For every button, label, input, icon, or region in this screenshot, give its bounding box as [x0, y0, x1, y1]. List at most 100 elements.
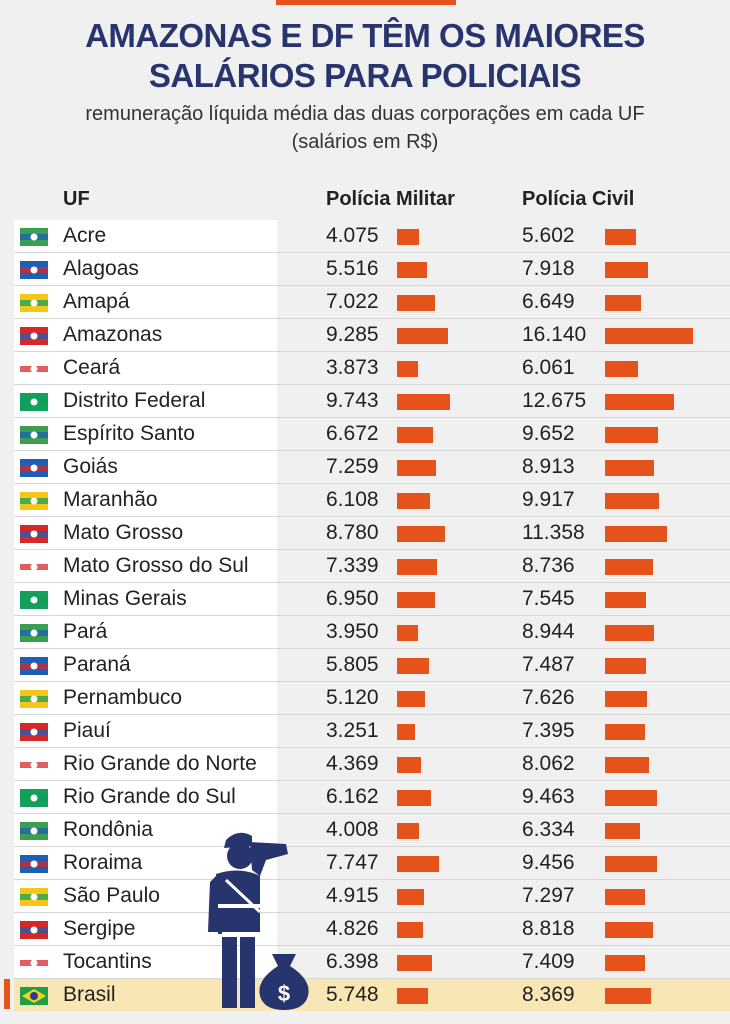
state-flag-icon [20, 261, 48, 279]
pc-value-label: 7.487 [522, 653, 575, 676]
state-flag-icon [20, 657, 48, 675]
pc-bar [605, 394, 674, 410]
pc-value-label: 8.062 [522, 752, 575, 775]
pc-value-label: 5.602 [522, 224, 575, 247]
pm-value-label: 7.339 [326, 554, 379, 577]
pc-value-label: 9.652 [522, 422, 575, 445]
table-row: São Paulo 4.915 7.297 [14, 880, 730, 913]
row-background [14, 451, 277, 483]
pc-bar [605, 592, 646, 608]
row-background [14, 616, 277, 648]
uf-name: Roraima [63, 851, 143, 874]
top-accent-bar [276, 0, 456, 5]
pc-bar [605, 724, 645, 740]
pc-bar [605, 823, 640, 839]
uf-name: Paraná [63, 653, 131, 676]
pc-bar [605, 427, 658, 443]
uf-name: Tocantins [63, 950, 152, 973]
pm-value-label: 6.108 [326, 488, 379, 511]
table-row: Amazonas 9.285 16.140 [14, 319, 730, 352]
pm-bar [397, 823, 419, 839]
state-flag-icon [20, 492, 48, 510]
uf-name: Piauí [63, 719, 111, 742]
uf-name: Sergipe [63, 917, 136, 940]
pm-bar [397, 262, 427, 278]
pc-value-label: 8.369 [522, 983, 575, 1006]
uf-name: Pará [63, 620, 108, 643]
table-row: Piauí 3.251 7.395 [14, 715, 730, 748]
pm-value-label: 4.915 [326, 884, 379, 907]
row-background [14, 220, 277, 252]
pc-bar [605, 526, 667, 542]
row-background [14, 385, 277, 417]
state-flag-icon [20, 888, 48, 906]
pc-value-label: 9.456 [522, 851, 575, 874]
row-background [14, 550, 277, 582]
pc-value-label: 7.297 [522, 884, 575, 907]
pc-bar [605, 361, 638, 377]
state-flag-icon [20, 954, 48, 972]
pc-value-label: 16.140 [522, 323, 587, 346]
pc-bar [605, 295, 641, 311]
pc-bar [605, 328, 693, 344]
pm-bar [397, 691, 425, 707]
pm-bar [397, 526, 445, 542]
row-background [14, 319, 277, 351]
pc-value-label: 7.409 [522, 950, 575, 973]
pc-value-label: 8.818 [522, 917, 575, 940]
pm-value-label: 7.022 [326, 290, 379, 313]
pm-value-label: 4.369 [326, 752, 379, 775]
pc-bar [605, 856, 657, 872]
state-flag-icon [20, 822, 48, 840]
pc-value-label: 6.334 [522, 818, 575, 841]
table-row: Minas Gerais 6.950 7.545 [14, 583, 730, 616]
state-flag-icon [20, 987, 48, 1005]
uf-name: Rio Grande do Sul [63, 785, 236, 808]
pm-bar [397, 790, 431, 806]
uf-name: Alagoas [63, 257, 139, 280]
pc-value-label: 9.463 [522, 785, 575, 808]
row-background [14, 682, 277, 714]
pc-value-label: 8.736 [522, 554, 575, 577]
state-flag-icon [20, 393, 48, 411]
uf-name: Mato Grosso do Sul [63, 554, 249, 577]
pm-value-label: 7.747 [326, 851, 379, 874]
pm-bar [397, 328, 448, 344]
pc-bar [605, 658, 646, 674]
pm-bar [397, 658, 429, 674]
table-row: Mato Grosso 8.780 11.358 [14, 517, 730, 550]
pm-value-label: 7.259 [326, 455, 379, 478]
row-background [14, 286, 277, 318]
state-flag-icon [20, 690, 48, 708]
pm-value-label: 3.251 [326, 719, 379, 742]
pc-value-label: 7.545 [522, 587, 575, 610]
table-row: Goiás 7.259 8.913 [14, 451, 730, 484]
pm-bar [397, 427, 433, 443]
state-flag-icon [20, 789, 48, 807]
uf-name: São Paulo [63, 884, 160, 907]
pm-value-label: 6.398 [326, 950, 379, 973]
uf-name: Ceará [63, 356, 121, 379]
pc-bar [605, 493, 659, 509]
state-flag-icon [20, 558, 48, 576]
table-row: Amapá 7.022 6.649 [14, 286, 730, 319]
uf-name: Brasil [63, 983, 116, 1006]
uf-name: Mato Grosso [63, 521, 184, 544]
state-flag-icon [20, 921, 48, 939]
row-background [14, 583, 277, 615]
table-row: Distrito Federal 9.743 12.675 [14, 385, 730, 418]
table-row: Ceará 3.873 6.061 [14, 352, 730, 385]
pm-bar [397, 394, 450, 410]
state-flag-icon [20, 756, 48, 774]
table-row: Rio Grande do Norte 4.369 8.062 [14, 748, 730, 781]
table-row: Pernambuco 5.120 7.626 [14, 682, 730, 715]
uf-name: Goiás [63, 455, 118, 478]
state-flag-icon [20, 360, 48, 378]
uf-name: Amapá [63, 290, 130, 313]
brasil-row-accent [4, 979, 10, 1009]
row-background [14, 484, 277, 516]
pc-value-label: 8.944 [522, 620, 575, 643]
pm-bar [397, 955, 432, 971]
uf-name: Maranhão [63, 488, 158, 511]
pm-value-label: 6.950 [326, 587, 379, 610]
